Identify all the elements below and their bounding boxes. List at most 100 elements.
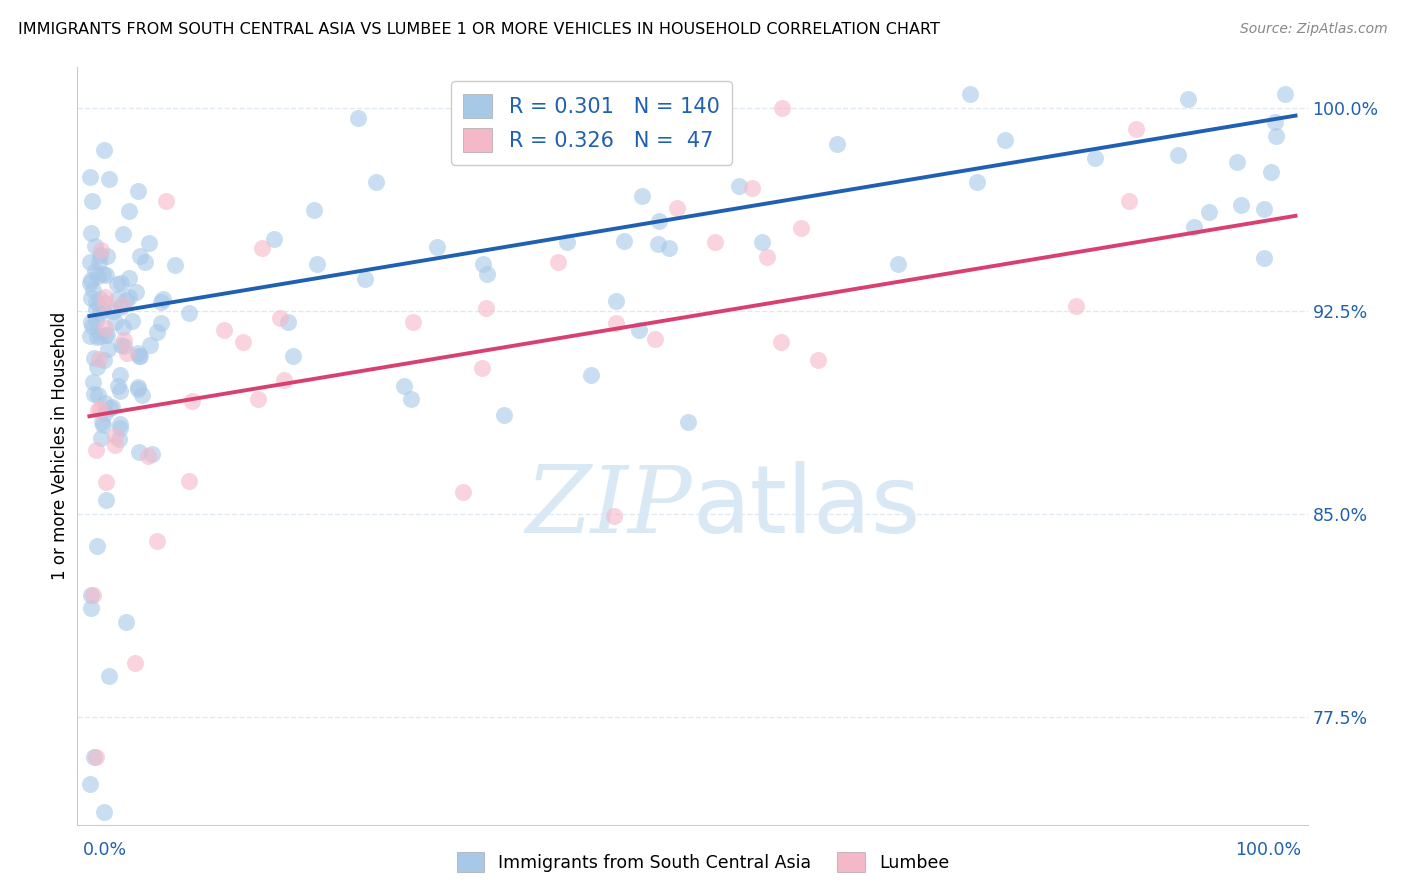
Point xyxy=(94,475,117,489)
Point xyxy=(959,87,981,101)
Point xyxy=(579,368,602,382)
Point xyxy=(141,447,163,461)
Point xyxy=(114,615,136,629)
Point xyxy=(179,306,201,320)
Point xyxy=(751,235,773,250)
Point xyxy=(1253,251,1275,265)
Point xyxy=(134,254,156,268)
Point xyxy=(1253,202,1275,217)
Point xyxy=(453,484,475,499)
Point xyxy=(1064,299,1087,313)
Point xyxy=(117,345,139,359)
Point xyxy=(84,294,107,309)
Point xyxy=(91,418,114,433)
Point xyxy=(93,805,115,819)
Point xyxy=(80,227,103,241)
Point xyxy=(79,329,101,343)
Point xyxy=(966,175,988,189)
Text: atlas: atlas xyxy=(693,460,921,553)
Point xyxy=(770,334,793,349)
Point xyxy=(90,244,112,258)
Point xyxy=(91,416,114,430)
Point xyxy=(84,314,107,328)
Point xyxy=(110,277,132,291)
Point xyxy=(98,401,121,416)
Point xyxy=(84,301,107,316)
Point xyxy=(112,333,135,347)
Point xyxy=(84,443,107,458)
Point xyxy=(644,333,666,347)
Point xyxy=(605,316,627,330)
Point xyxy=(87,352,110,367)
Point xyxy=(97,342,120,356)
Point xyxy=(426,240,449,254)
Point xyxy=(80,194,103,208)
Text: Source: ZipAtlas.com: Source: ZipAtlas.com xyxy=(1240,22,1388,37)
Point xyxy=(1084,151,1107,165)
Point xyxy=(1226,154,1249,169)
Point xyxy=(90,431,112,445)
Point xyxy=(83,387,105,401)
Point xyxy=(647,236,669,251)
Point xyxy=(212,322,235,336)
Point xyxy=(94,296,117,310)
Point xyxy=(91,268,114,282)
Point xyxy=(89,248,111,262)
Point xyxy=(1260,165,1282,179)
Point xyxy=(87,402,110,417)
Point xyxy=(94,493,117,508)
Point xyxy=(555,235,578,249)
Point xyxy=(79,588,101,602)
Point xyxy=(1167,148,1189,162)
Point xyxy=(129,350,152,364)
Point xyxy=(155,194,177,208)
Point xyxy=(82,318,104,333)
Point xyxy=(86,388,108,402)
Point xyxy=(86,539,108,553)
Point xyxy=(101,400,124,414)
Point xyxy=(80,315,103,329)
Point xyxy=(112,339,135,353)
Point xyxy=(79,777,101,791)
Point xyxy=(87,254,110,268)
Point xyxy=(402,315,425,329)
Point xyxy=(152,293,174,307)
Point xyxy=(127,184,149,198)
Point xyxy=(108,384,131,398)
Point xyxy=(93,143,115,157)
Point xyxy=(886,257,908,271)
Point xyxy=(756,250,779,264)
Point xyxy=(121,314,143,328)
Point xyxy=(613,234,636,248)
Point xyxy=(346,111,368,125)
Point xyxy=(139,338,162,352)
Point xyxy=(127,346,149,360)
Point xyxy=(269,311,291,326)
Point xyxy=(128,445,150,459)
Point xyxy=(181,394,204,409)
Point xyxy=(146,533,169,548)
Point xyxy=(80,601,103,615)
Legend: Immigrants from South Central Asia, Lumbee: Immigrants from South Central Asia, Lumb… xyxy=(450,845,956,879)
Point xyxy=(94,395,117,409)
Point xyxy=(79,277,101,291)
Point xyxy=(150,294,173,309)
Point xyxy=(84,750,107,764)
Point xyxy=(89,329,111,343)
Point xyxy=(131,387,153,401)
Point xyxy=(127,380,149,394)
Point xyxy=(111,227,134,241)
Point xyxy=(302,203,325,218)
Point xyxy=(628,323,651,337)
Point xyxy=(93,352,115,367)
Point xyxy=(125,285,148,299)
Point xyxy=(1274,87,1296,101)
Point xyxy=(110,368,132,382)
Point xyxy=(96,248,118,262)
Point xyxy=(1182,219,1205,234)
Point xyxy=(105,292,128,306)
Point xyxy=(94,327,117,342)
Point xyxy=(136,449,159,463)
Point xyxy=(475,301,498,316)
Point xyxy=(1118,194,1140,209)
